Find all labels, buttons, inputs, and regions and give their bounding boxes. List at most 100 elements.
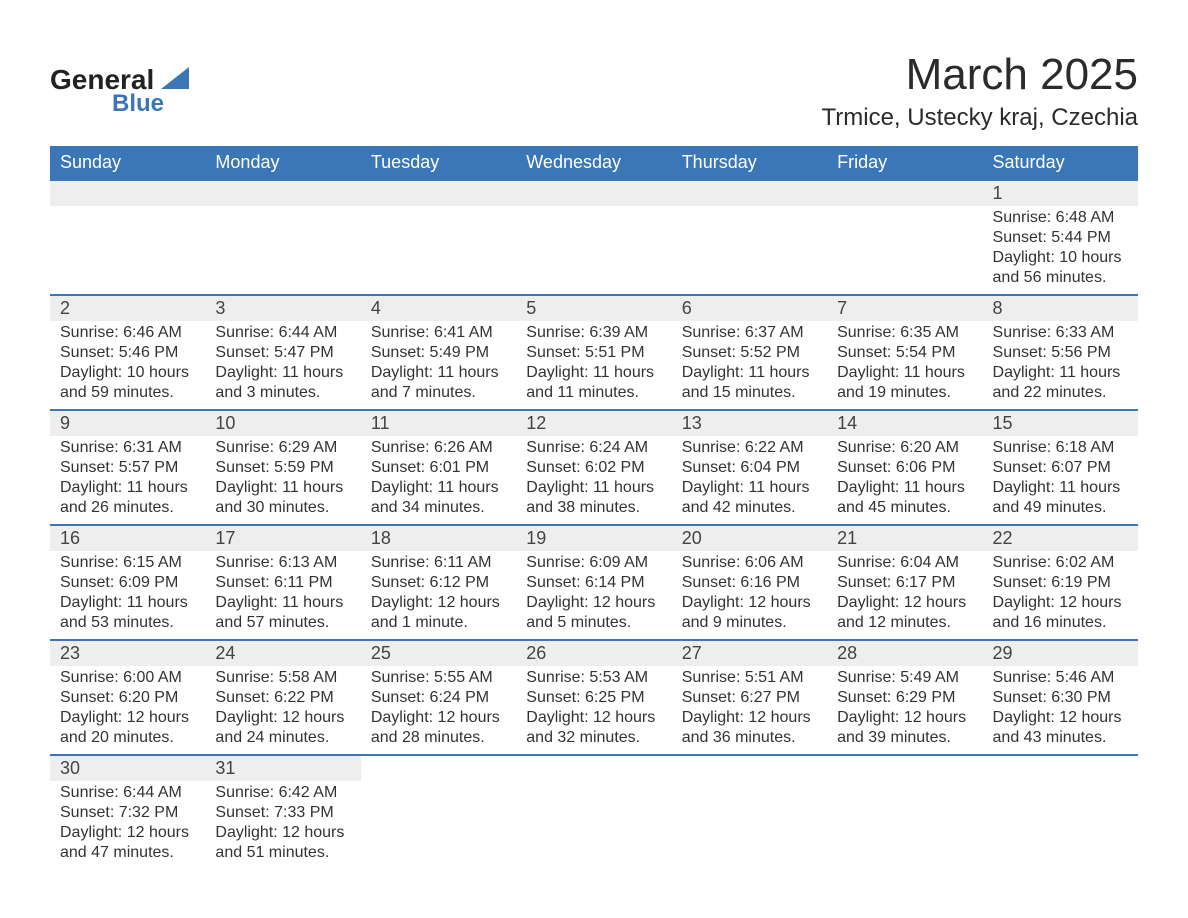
title-block: March 2025 Trmice, Ustecky kraj, Czechia (822, 40, 1139, 140)
calendar-cell: 21Sunrise: 6:04 AMSunset: 6:17 PMDayligh… (827, 525, 982, 640)
cell-sunrise: Sunrise: 6:48 AM (993, 208, 1128, 228)
cell-sunset: Sunset: 6:12 PM (371, 573, 506, 593)
calendar-cell: 16Sunrise: 6:15 AMSunset: 6:09 PMDayligh… (50, 525, 205, 640)
day-number-bar: 6 (672, 296, 827, 321)
day-number-bar: 16 (50, 526, 205, 551)
calendar-cell: 19Sunrise: 6:09 AMSunset: 6:14 PMDayligh… (516, 525, 671, 640)
calendar-cell: 11Sunrise: 6:26 AMSunset: 6:01 PMDayligh… (361, 410, 516, 525)
calendar-cell (827, 755, 982, 869)
cell-sunrise: Sunrise: 6:44 AM (215, 323, 350, 343)
cell-dl1: Daylight: 11 hours (526, 363, 661, 383)
cell-sunrise: Sunrise: 6:44 AM (60, 783, 195, 803)
calendar-cell: 14Sunrise: 6:20 AMSunset: 6:06 PMDayligh… (827, 410, 982, 525)
cell-sunrise: Sunrise: 5:55 AM (371, 668, 506, 688)
dow-friday: Friday (827, 146, 982, 180)
cell-sunset: Sunset: 5:56 PM (993, 343, 1128, 363)
cell-dl2: and 47 minutes. (60, 843, 195, 863)
cell-sunset: Sunset: 5:54 PM (837, 343, 972, 363)
cell-sunrise: Sunrise: 5:58 AM (215, 668, 350, 688)
cell-sunset: Sunset: 6:29 PM (837, 688, 972, 708)
cell-sunset: Sunset: 6:06 PM (837, 458, 972, 478)
cell-sunset: Sunset: 6:11 PM (215, 573, 350, 593)
cell-dl1: Daylight: 12 hours (526, 708, 661, 728)
calendar-cell (361, 180, 516, 295)
day-number-bar (205, 181, 360, 206)
calendar-cell: 12Sunrise: 6:24 AMSunset: 6:02 PMDayligh… (516, 410, 671, 525)
cell-sunset: Sunset: 5:49 PM (371, 343, 506, 363)
cell-sunrise: Sunrise: 5:51 AM (682, 668, 817, 688)
calendar-cell: 17Sunrise: 6:13 AMSunset: 6:11 PMDayligh… (205, 525, 360, 640)
location: Trmice, Ustecky kraj, Czechia (822, 104, 1139, 132)
cell-sunrise: Sunrise: 6:41 AM (371, 323, 506, 343)
cell-dl1: Daylight: 12 hours (60, 708, 195, 728)
cell-dl2: and 42 minutes. (682, 498, 817, 518)
cell-sunrise: Sunrise: 6:13 AM (215, 553, 350, 573)
calendar-cell: 27Sunrise: 5:51 AMSunset: 6:27 PMDayligh… (672, 640, 827, 755)
day-number-bar: 17 (205, 526, 360, 551)
cell-dl2: and 7 minutes. (371, 383, 506, 403)
cell-sunrise: Sunrise: 6:39 AM (526, 323, 661, 343)
cell-sunrise: Sunrise: 6:20 AM (837, 438, 972, 458)
calendar-cell: 2Sunrise: 6:46 AMSunset: 5:46 PMDaylight… (50, 295, 205, 410)
cell-sunset: Sunset: 5:47 PM (215, 343, 350, 363)
cell-dl1: Daylight: 11 hours (371, 363, 506, 383)
cell-dl1: Daylight: 12 hours (993, 593, 1128, 613)
logo: General Blue (50, 64, 189, 118)
day-number-bar (361, 181, 516, 206)
cell-sunset: Sunset: 6:27 PM (682, 688, 817, 708)
cell-sunrise: Sunrise: 6:42 AM (215, 783, 350, 803)
calendar-cell: 10Sunrise: 6:29 AMSunset: 5:59 PMDayligh… (205, 410, 360, 525)
cell-dl1: Daylight: 12 hours (993, 708, 1128, 728)
calendar-header: Sunday Monday Tuesday Wednesday Thursday… (50, 146, 1138, 180)
calendar-cell: 7Sunrise: 6:35 AMSunset: 5:54 PMDaylight… (827, 295, 982, 410)
cell-sunset: Sunset: 6:22 PM (215, 688, 350, 708)
cell-sunrise: Sunrise: 6:35 AM (837, 323, 972, 343)
calendar-cell: 8Sunrise: 6:33 AMSunset: 5:56 PMDaylight… (983, 295, 1138, 410)
calendar-week: 9Sunrise: 6:31 AMSunset: 5:57 PMDaylight… (50, 410, 1138, 525)
cell-dl1: Daylight: 12 hours (837, 708, 972, 728)
cell-dl1: Daylight: 11 hours (993, 478, 1128, 498)
cell-dl1: Daylight: 12 hours (526, 593, 661, 613)
cell-sunset: Sunset: 6:01 PM (371, 458, 506, 478)
cell-dl2: and 43 minutes. (993, 728, 1128, 748)
cell-sunset: Sunset: 6:07 PM (993, 458, 1128, 478)
day-number-bar: 29 (983, 641, 1138, 666)
day-number-bar (672, 181, 827, 206)
cell-dl2: and 22 minutes. (993, 383, 1128, 403)
day-number-bar: 2 (50, 296, 205, 321)
calendar-cell: 20Sunrise: 6:06 AMSunset: 6:16 PMDayligh… (672, 525, 827, 640)
day-number-bar (672, 756, 827, 781)
calendar-cell (672, 755, 827, 869)
cell-sunset: Sunset: 6:02 PM (526, 458, 661, 478)
day-number-bar: 27 (672, 641, 827, 666)
cell-sunrise: Sunrise: 5:53 AM (526, 668, 661, 688)
day-number-bar: 12 (516, 411, 671, 436)
day-number-bar: 26 (516, 641, 671, 666)
cell-dl2: and 19 minutes. (837, 383, 972, 403)
calendar-page: General Blue March 2025 Trmice, Ustecky … (0, 0, 1188, 889)
cell-dl2: and 30 minutes. (215, 498, 350, 518)
day-number-bar (827, 756, 982, 781)
cell-dl1: Daylight: 12 hours (215, 708, 350, 728)
month-title: March 2025 (822, 50, 1139, 100)
cell-sunrise: Sunrise: 6:18 AM (993, 438, 1128, 458)
cell-sunrise: Sunrise: 6:29 AM (215, 438, 350, 458)
calendar-cell: 1Sunrise: 6:48 AMSunset: 5:44 PMDaylight… (983, 180, 1138, 295)
cell-sunrise: Sunrise: 5:46 AM (993, 668, 1128, 688)
day-number-bar: 28 (827, 641, 982, 666)
calendar-cell: 3Sunrise: 6:44 AMSunset: 5:47 PMDaylight… (205, 295, 360, 410)
cell-sunset: Sunset: 6:16 PM (682, 573, 817, 593)
calendar-cell (50, 180, 205, 295)
day-number-bar: 11 (361, 411, 516, 436)
cell-sunset: Sunset: 5:44 PM (993, 228, 1128, 248)
cell-sunrise: Sunrise: 6:31 AM (60, 438, 195, 458)
day-number-bar (516, 181, 671, 206)
cell-dl1: Daylight: 12 hours (682, 593, 817, 613)
logo-blue: Blue (112, 90, 164, 118)
cell-dl1: Daylight: 12 hours (682, 708, 817, 728)
calendar-week: 30Sunrise: 6:44 AMSunset: 7:32 PMDayligh… (50, 755, 1138, 869)
cell-sunset: Sunset: 6:25 PM (526, 688, 661, 708)
day-number-bar: 22 (983, 526, 1138, 551)
calendar-cell: 22Sunrise: 6:02 AMSunset: 6:19 PMDayligh… (983, 525, 1138, 640)
cell-dl2: and 9 minutes. (682, 613, 817, 633)
